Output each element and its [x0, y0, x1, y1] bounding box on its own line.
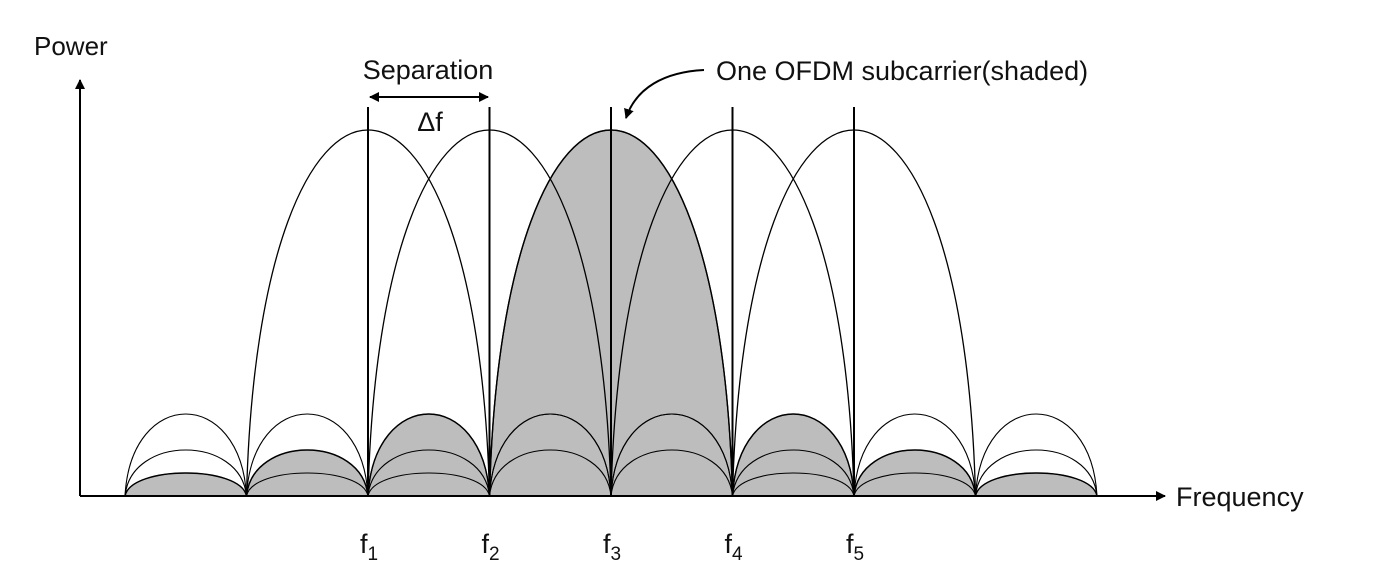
power-axis-label: Power [34, 31, 108, 61]
side-lobe [974, 472, 1098, 497]
side-lobe [245, 472, 369, 497]
shaded-lobe [974, 472, 1098, 497]
side-lobe [124, 449, 248, 497]
side-lobe [853, 449, 977, 497]
side-lobe [367, 413, 491, 497]
side-lobe [488, 413, 612, 497]
delta-f-label: Δf [417, 107, 443, 137]
side-lobe [731, 472, 855, 497]
tick-label-f4: f4 [725, 529, 744, 565]
side-lobe [853, 472, 977, 497]
annotation-pointer-arrow [624, 69, 705, 119]
tick-label-f5: f5 [846, 529, 864, 565]
side-lobe [974, 449, 1098, 497]
side-lobe [974, 413, 1098, 497]
side-lobe [610, 413, 734, 497]
side-lobe [245, 413, 369, 497]
side-lobe [731, 449, 855, 497]
side-lobe [124, 472, 248, 497]
tick-label-f1: f1 [360, 529, 378, 565]
frequency-axis-label: Frequency [1176, 482, 1304, 512]
side-lobe [245, 449, 369, 497]
subcarrier-annotation: One OFDM subcarrier(shaded) [716, 56, 1088, 86]
tick-label-f3: f3 [603, 529, 621, 565]
side-lobe [610, 449, 734, 497]
side-lobe [853, 413, 977, 497]
shaded-lobe [124, 472, 248, 497]
shaded-lobe [367, 413, 491, 497]
frequency-tick-labels: f1 f2 f3 f4 f5 [360, 529, 864, 565]
side-lobe [731, 413, 855, 497]
shaded-lobe [731, 413, 855, 497]
separation-label: Separation [363, 55, 494, 85]
side-lobe [367, 449, 491, 497]
side-lobe [488, 449, 612, 497]
side-lobe [124, 413, 248, 497]
carrier-stems [367, 107, 855, 496]
tick-label-f2: f2 [482, 529, 500, 565]
side-lobe [367, 472, 491, 497]
